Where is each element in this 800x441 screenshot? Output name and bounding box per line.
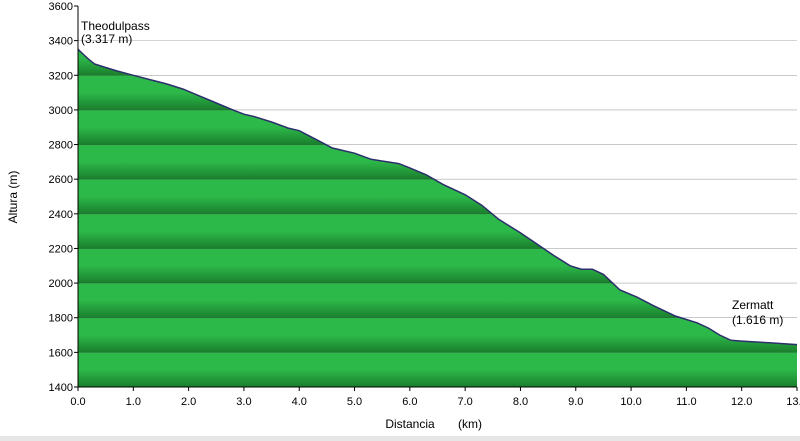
y-tick-label: 2400 [49, 209, 73, 221]
y-tick-label: 1600 [49, 347, 73, 359]
x-tick-label: 11.0 [676, 396, 697, 408]
gridlines [78, 40, 797, 353]
annotation-end-name: Zermatt [732, 298, 774, 312]
x-tick-label: 4.0 [292, 396, 307, 408]
y-tick-label: 2800 [49, 140, 73, 152]
bottom-strip [0, 436, 800, 441]
x-tick-label: 13.0 [786, 396, 800, 408]
elevation-band [78, 352, 797, 387]
axes [74, 5, 798, 391]
annotation-start-name: Theodulpass [81, 19, 150, 33]
y-tick-label: 1400 [49, 382, 73, 394]
elevation-band [78, 317, 797, 353]
x-tick-label: 9.0 [568, 396, 583, 408]
x-axis-unit: (km) [458, 417, 482, 431]
y-tick-label: 2600 [49, 174, 73, 186]
y-tick-labels: 1400 1600 1800 2000 2200 2400 2600 2800 3000 3200… [49, 1, 73, 394]
y-tick-label: 2000 [49, 278, 73, 290]
y-tick-label: 3400 [49, 36, 73, 48]
x-tick-label: 1.0 [126, 396, 141, 408]
y-tick-label: 1800 [49, 313, 73, 325]
x-tick-label: 2.0 [181, 396, 196, 408]
x-tick-label: 12.0 [731, 396, 752, 408]
x-tick-label: 0.0 [70, 396, 85, 408]
annotation-end-elevation: (1.616 m) [732, 313, 783, 327]
x-tick-label: 6.0 [402, 396, 417, 408]
x-tick-label: 3.0 [236, 396, 251, 408]
annotation-start-elevation: (3.317 m) [81, 32, 132, 46]
x-tick-label: 8.0 [513, 396, 528, 408]
x-axis-label: Distancia [385, 417, 435, 431]
x-tick-label: 10.0 [620, 396, 641, 408]
x-tick-labels: 0.0 1.0 2.0 3.0 4.0 5.0 6.0 7.0 8.0 9.0 10.0 11.0 12… [70, 396, 800, 408]
y-tick-label: 2200 [49, 243, 73, 255]
y-tick-label: 3600 [49, 1, 73, 13]
y-axis-label: Altura (m) [6, 171, 20, 224]
elevation-outline [77, 48, 798, 346]
y-tick-label: 3200 [49, 70, 73, 82]
x-tick-label: 5.0 [347, 396, 362, 408]
y-tick-label: 3000 [49, 105, 73, 117]
x-tick-label: 7.0 [458, 396, 473, 408]
